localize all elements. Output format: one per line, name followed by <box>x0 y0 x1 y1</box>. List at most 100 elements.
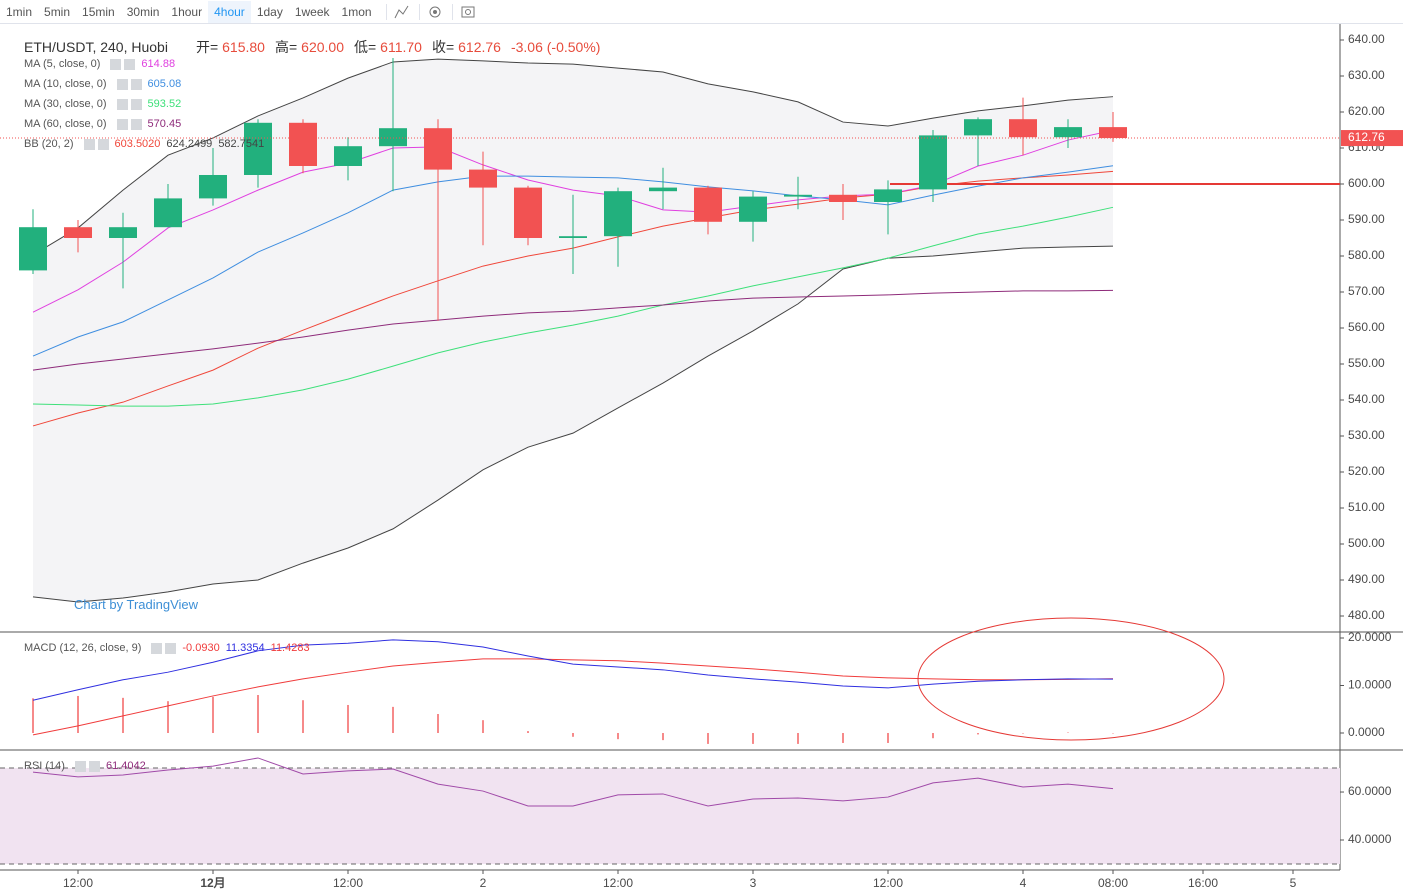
indicator-settings[interactable] <box>116 118 128 130</box>
indicator-settings[interactable] <box>110 58 122 70</box>
indicator-settings[interactable] <box>116 78 128 90</box>
legend-value: 605.08 <box>147 78 182 90</box>
legend-name: MA (60, close, 0) <box>24 118 107 130</box>
legend-value: 11.4283 <box>270 642 310 654</box>
last-price-label: 612.76 <box>1348 130 1385 144</box>
legend-name: MA (10, close, 0) <box>24 78 107 90</box>
y-tick-label: 20.0000 <box>1348 630 1392 644</box>
indicator-legend: MA (30, close, 0) 593.52 <box>24 98 181 110</box>
interval-button[interactable]: 5min <box>44 4 71 19</box>
macd-line <box>32 639 1114 701</box>
toolbar: 1min 5min 15min 30min 1hour 4hour 1day 1week 1mo… <box>0 0 1403 24</box>
y-tick-label: 550.00 <box>1348 356 1385 370</box>
indicator-legend: MA (5, close, 0) 614.88 <box>24 58 175 70</box>
candle-body <box>919 135 947 190</box>
y-tick-label: 560.00 <box>1348 320 1385 334</box>
interval-button[interactable]: 1min <box>6 4 33 19</box>
ma-line <box>32 289 1114 371</box>
bb-line <box>32 245 1114 603</box>
y-tick-label: 10.0000 <box>1348 678 1392 692</box>
indicator-legend: MA (10, close, 0) 605.08 <box>24 78 181 90</box>
indicator-legend: BB (20, 2) 603.5020 624.2499 582.7541 <box>24 138 264 150</box>
x-tick-label: 2 <box>480 876 487 890</box>
interval-button[interactable]: 1mon <box>341 4 372 19</box>
candle-body <box>874 189 902 202</box>
screenshot-button[interactable] <box>451 3 477 20</box>
y-tick-label: 620.00 <box>1348 104 1385 118</box>
legend-value: 614.88 <box>141 58 176 70</box>
y-tick-label: 500.00 <box>1348 536 1385 550</box>
candle-body <box>1054 127 1082 138</box>
ohlc-value: 612.76 <box>458 39 501 55</box>
candle-body <box>514 187 542 238</box>
y-tick-label: 520.00 <box>1348 464 1385 478</box>
last-price-tag <box>1341 130 1403 147</box>
x-tick-label: 5 <box>1290 876 1297 890</box>
legend-name: MACD (12, 26, close, 9) <box>24 642 142 654</box>
y-tick-label: 570.00 <box>1348 284 1385 298</box>
candle-body <box>64 227 92 238</box>
candle-body <box>784 194 812 197</box>
settings-button[interactable] <box>418 3 444 20</box>
indicator-remove[interactable] <box>130 98 142 110</box>
chart-style-button[interactable] <box>385 3 411 20</box>
candle-body <box>829 194 857 202</box>
candle-body <box>964 119 992 136</box>
interval-button[interactable]: 4hour <box>208 0 251 23</box>
candle-body <box>289 122 317 166</box>
y-tick-label: 580.00 <box>1348 248 1385 262</box>
indicator-legend: MACD (12, 26, close, 9) -0.0930 11.3354 11.… <box>24 642 310 654</box>
candle-body <box>694 187 722 222</box>
y-tick-label: 530.00 <box>1348 428 1385 442</box>
interval-button[interactable]: 1hour <box>171 4 203 19</box>
x-tick-label: 12:00 <box>63 876 93 890</box>
candle-body <box>334 146 362 166</box>
legend-value: 61.4042 <box>105 760 146 772</box>
interval-button[interactable]: 1week <box>294 4 330 19</box>
ma-line <box>32 206 1114 407</box>
ohlc-value: 615.80 <box>222 39 265 55</box>
interval-button[interactable]: 1day <box>256 4 283 19</box>
symbol-header: ETH/USDT, 240, Huobi 开= 615.80 高= 620.00 低… <box>24 37 606 57</box>
rsi-line <box>32 757 1114 807</box>
ohlc-label: 开= <box>195 39 219 55</box>
rsi-band <box>0 768 1340 865</box>
candle-body <box>469 169 497 188</box>
candle-body <box>154 198 182 228</box>
macd-signal-line <box>32 658 1114 736</box>
y-tick-label: 590.00 <box>1348 212 1385 226</box>
interval-button[interactable]: 15min <box>82 4 115 19</box>
candle-body <box>739 196 767 222</box>
ohlc-value: 611.70 <box>380 39 422 55</box>
indicator-remove[interactable] <box>130 118 142 130</box>
indicator-legend: RSI (14) 61.4042 <box>24 760 146 772</box>
y-tick-label: 630.00 <box>1348 68 1385 82</box>
indicator-legend: MA (60, close, 0) 570.45 <box>24 118 181 130</box>
interval-button[interactable]: 30min <box>126 4 160 19</box>
candle-body <box>604 191 632 237</box>
indicator-remove[interactable] <box>165 642 177 654</box>
indicator-remove[interactable] <box>88 760 100 772</box>
symbol: ETH/USDT, 240, Huobi <box>24 39 168 55</box>
interval-group: 1min 5min 15min 30min 1hour 4hour 1day 1week 1mo… <box>0 0 378 23</box>
candle-body <box>649 187 677 192</box>
y-tick-label: 600.00 <box>1348 176 1385 190</box>
indicator-remove[interactable] <box>130 78 142 90</box>
indicator-settings[interactable] <box>116 98 128 110</box>
x-tick-label: 4 <box>1020 876 1027 890</box>
legend-value: -0.0930 <box>182 642 220 654</box>
legend-value: 603.5020 <box>114 138 161 150</box>
indicator-remove[interactable] <box>97 138 109 150</box>
indicator-settings[interactable] <box>74 760 86 772</box>
candle-body <box>1009 119 1037 138</box>
x-tick-label: 08:00 <box>1098 876 1128 890</box>
indicator-remove[interactable] <box>124 58 136 70</box>
x-tick-label: 12:00 <box>333 876 363 890</box>
ohlc-label: 低= <box>353 39 377 55</box>
indicator-settings[interactable] <box>151 642 163 654</box>
candle-body <box>199 174 227 199</box>
indicator-settings[interactable] <box>83 138 95 150</box>
x-tick-label: 3 <box>750 876 757 890</box>
